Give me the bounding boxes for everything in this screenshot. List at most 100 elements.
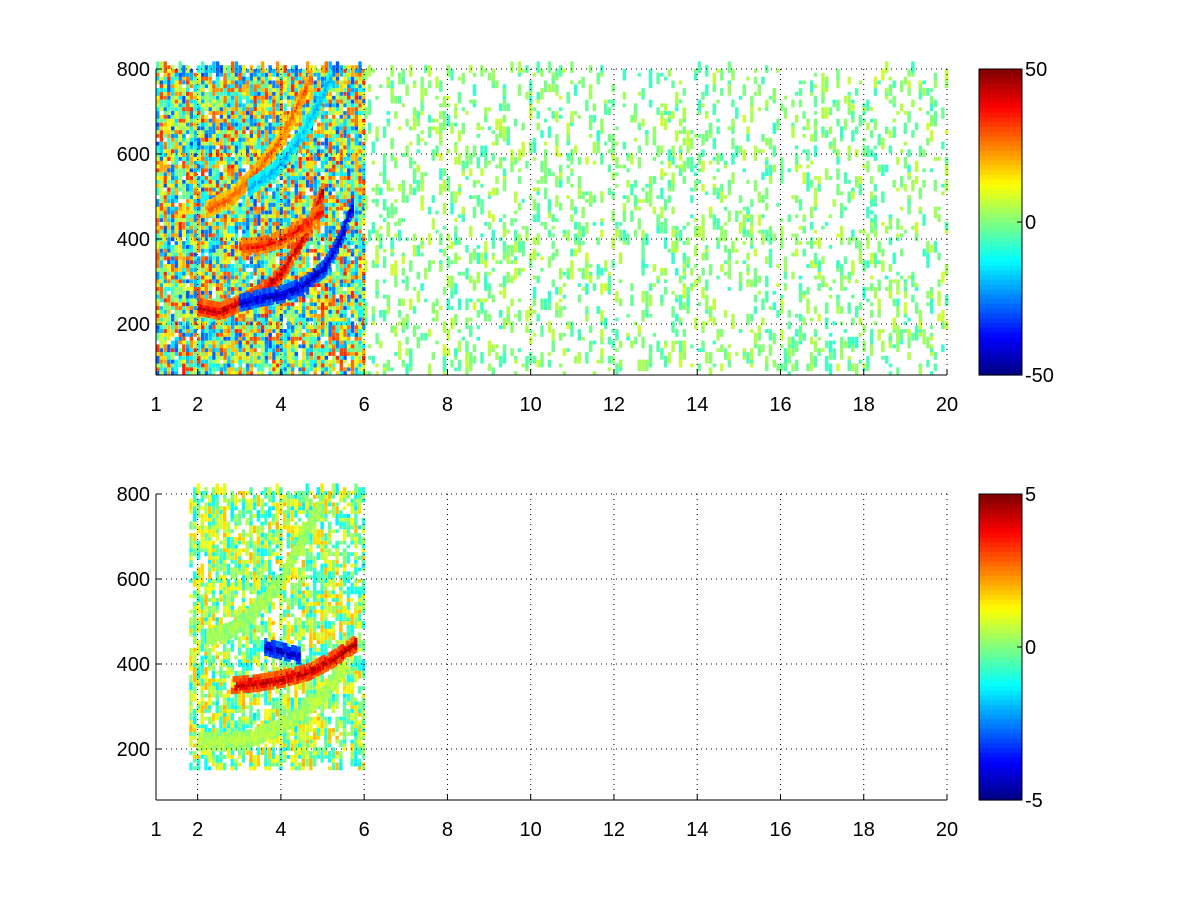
heatmap-cell (174, 69, 179, 73)
heatmap-cell (499, 157, 503, 165)
heatmap-cell (697, 179, 701, 184)
heatmap-cell (540, 267, 544, 272)
heatmap-cell (335, 84, 340, 89)
heatmap-cell (268, 313, 272, 318)
heatmap-cell (350, 306, 355, 310)
heatmap-cell (264, 336, 269, 341)
heatmap-cell (551, 233, 555, 238)
heatmap-cell (167, 371, 171, 375)
heatmap-cell (604, 99, 608, 104)
heatmap-cell (622, 206, 627, 211)
heatmap-cell (159, 229, 164, 234)
heatmap-cell (332, 130, 336, 134)
heatmap-cell (335, 214, 340, 219)
heatmap-cell (439, 260, 443, 265)
heatmap-cell (317, 126, 321, 135)
heatmap-cell (208, 290, 212, 295)
heatmap-cell (287, 363, 291, 375)
heatmap-cell (339, 317, 343, 322)
heatmap-cell (305, 95, 310, 104)
heatmap-cell (257, 206, 261, 211)
heatmap-cell (350, 118, 355, 127)
heatmap-cell (472, 72, 477, 77)
heatmap-cell (219, 149, 224, 154)
heatmap-cell (197, 355, 201, 364)
heatmap-cell (249, 352, 254, 356)
heatmap-cell (476, 325, 480, 330)
heatmap-cell (371, 141, 376, 146)
heatmap-cell (354, 283, 358, 291)
heatmap-cell (171, 298, 175, 303)
heatmap-cell (159, 145, 164, 150)
heatmap-cell (178, 103, 182, 108)
heatmap-cell (238, 122, 242, 127)
heatmap-cell (386, 179, 390, 192)
heatmap-cell (201, 187, 205, 200)
heatmap-cell (227, 157, 231, 165)
heatmap-cell (178, 218, 182, 222)
heatmap-cell (358, 252, 362, 257)
heatmap-cell (343, 248, 347, 257)
heatmap-cell (350, 229, 355, 234)
heatmap-cell (313, 88, 317, 92)
heatmap-cell (159, 80, 164, 85)
heatmap-cell (163, 313, 167, 318)
heatmap-cell (525, 233, 529, 242)
heatmap-cell (163, 183, 167, 188)
heatmap-cell (290, 176, 295, 184)
heatmap-cell (159, 202, 164, 211)
heatmap-cell (193, 241, 197, 249)
heatmap-cell (249, 260, 254, 265)
heatmap-cell (339, 91, 343, 96)
heatmap-cell (272, 107, 276, 112)
heatmap-cell (156, 199, 160, 207)
heatmap-cell (197, 225, 201, 230)
heatmap-cell (287, 91, 291, 96)
heatmap-cell (317, 126, 321, 131)
heatmap-cell (472, 179, 477, 188)
heatmap-cell (230, 103, 235, 108)
heatmap-cell (701, 325, 705, 333)
heatmap-cell (234, 149, 239, 154)
heatmap-cell (245, 76, 250, 81)
heatmap-cell (171, 260, 175, 265)
heatmap-cell (242, 279, 246, 284)
heatmap-cell (219, 80, 224, 89)
heatmap-cell (193, 95, 197, 104)
heatmap-cell (287, 218, 291, 226)
heatmap-cell (626, 332, 630, 337)
heatmap-cell (227, 275, 231, 284)
heatmap-cell (227, 80, 231, 85)
heatmap-cell (350, 310, 355, 318)
heatmap-cell (633, 179, 638, 188)
heatmap-cell (420, 76, 424, 89)
heatmap-cell (339, 329, 343, 341)
heatmap-cell (671, 229, 675, 238)
heatmap-cell (201, 340, 205, 349)
heatmap-cell (309, 88, 313, 100)
heatmap-cell (230, 172, 235, 180)
heatmap-cell (238, 218, 242, 222)
heatmap-cell (390, 264, 394, 276)
heatmap-cell (469, 298, 473, 303)
heatmap-cell (633, 103, 638, 112)
heatmap-cell (156, 310, 160, 318)
heatmap-cell (335, 206, 340, 215)
heatmap-cell (570, 172, 574, 177)
heatmap-cell (249, 99, 254, 104)
heatmap-cell (201, 61, 205, 73)
heatmap-cell (182, 160, 186, 165)
heatmap-cell (174, 107, 179, 115)
heatmap-cell (294, 195, 298, 203)
heatmap-cell (253, 206, 257, 211)
heatmap-cell (227, 352, 231, 356)
heatmap-cell (287, 313, 291, 318)
heatmap-cell (268, 302, 272, 310)
heatmap-cell (313, 187, 317, 192)
heatmap-cell (313, 283, 317, 287)
heatmap-cell (405, 321, 409, 330)
heatmap-cell (332, 65, 336, 73)
heatmap-cell (690, 267, 694, 276)
heatmap-cell (230, 145, 235, 150)
heatmap-cell (465, 176, 469, 180)
